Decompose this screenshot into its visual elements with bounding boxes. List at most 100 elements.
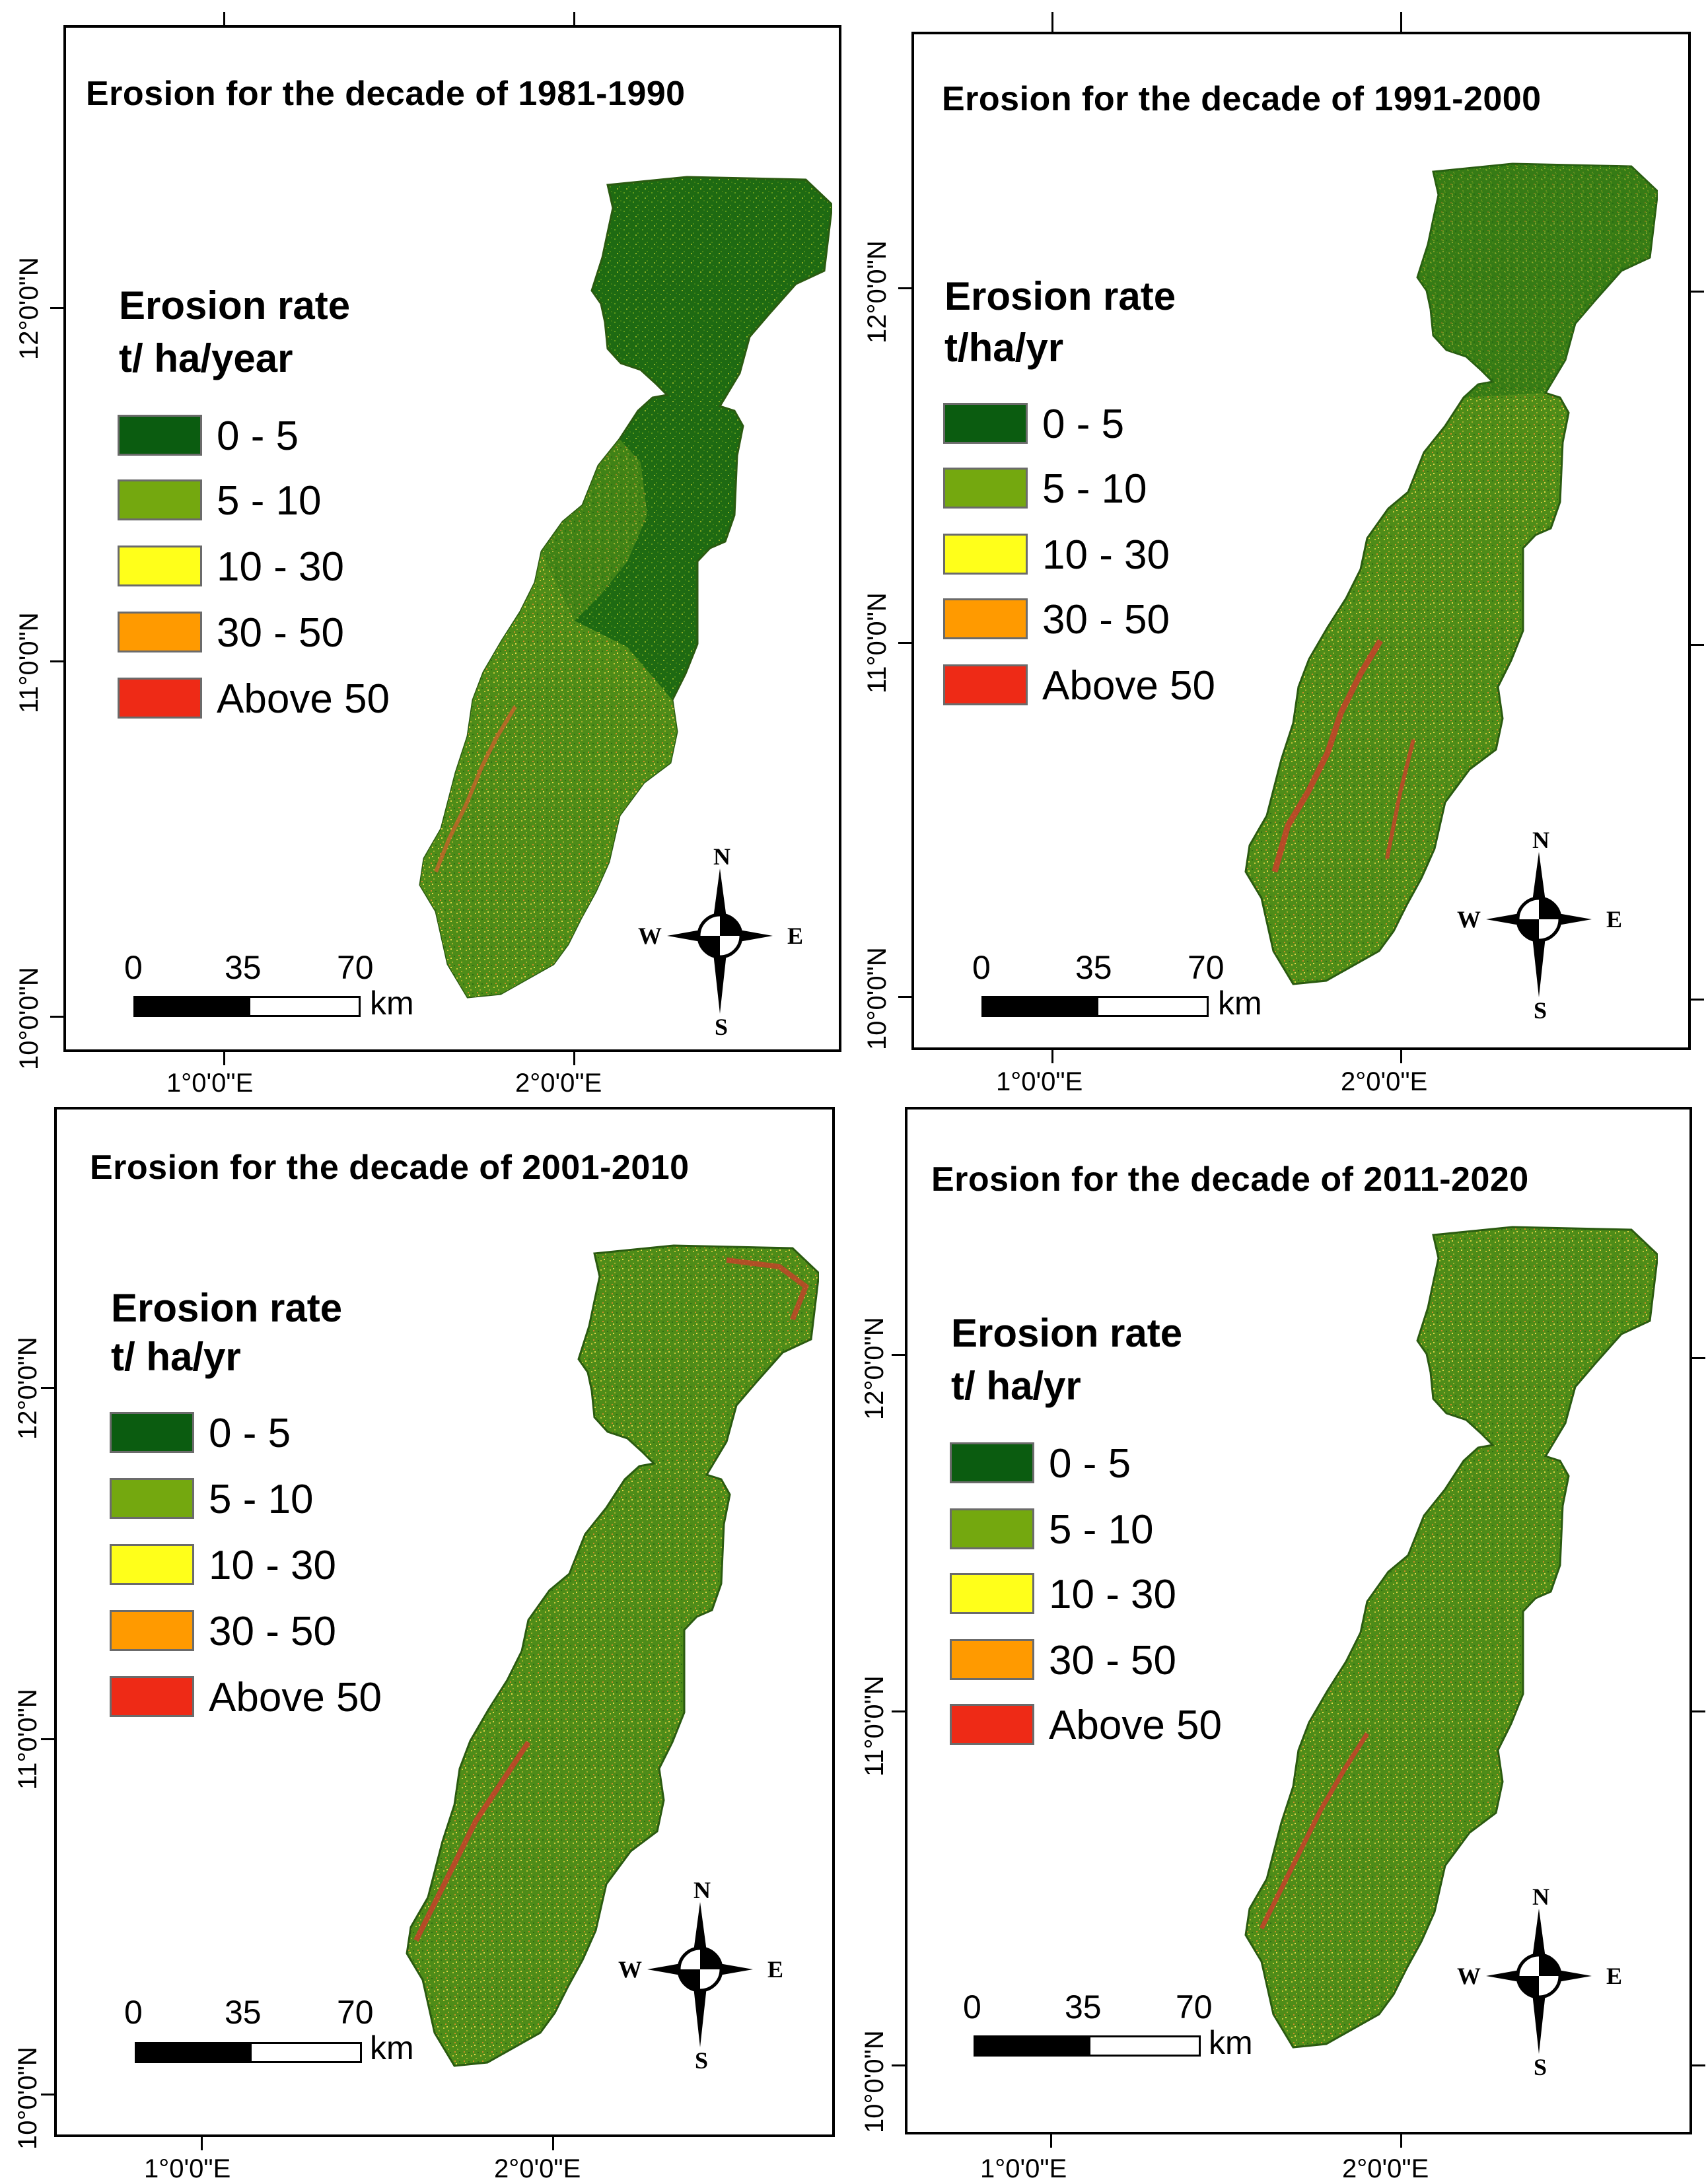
- legend-swatch: [110, 1676, 194, 1717]
- legend-label: 5 - 10: [209, 1477, 314, 1522]
- axis-tick: [41, 1738, 54, 1740]
- scale-bar-segment: [250, 2042, 362, 2063]
- map-title: Erosion for the decade of 2011-2020: [931, 1160, 1529, 1199]
- legend-label: 30 - 50: [209, 1609, 337, 1654]
- axis-tick: [1400, 12, 1402, 32]
- legend-swatch: [110, 1544, 194, 1585]
- scale-bar-segment: [1096, 996, 1209, 1017]
- axis-tick: [1050, 2134, 1052, 2148]
- scale-bar-segment: [135, 2042, 251, 2063]
- map-title: Erosion for the decade of 1981-1990: [86, 75, 686, 113]
- latitude-label: 10°0'0"N: [13, 2047, 42, 2150]
- legend-title: Erosion rate: [111, 1286, 343, 1330]
- axis-tick: [41, 2094, 54, 2096]
- legend-subtitle: t/ ha/yr: [951, 1364, 1081, 1408]
- map-title: Erosion for the decade of 1991-2000: [942, 80, 1542, 118]
- legend-label: 0 - 5: [1042, 402, 1125, 447]
- legend-label: Above 50: [209, 1675, 382, 1720]
- legend-label: 30 - 50: [217, 610, 345, 656]
- compass-n: N: [713, 843, 730, 870]
- north-arrow-icon: N S W E: [1457, 1884, 1622, 2080]
- axis-tick: [1691, 644, 1704, 646]
- legend-swatch: [950, 1704, 1034, 1745]
- legend-swatch: [950, 1508, 1034, 1549]
- axis-tick: [223, 1052, 225, 1065]
- compass-s: S: [1534, 997, 1547, 1024]
- map-panel-1991-2000: Erosion for the decade of 1991-2000 Eros…: [852, 0, 1706, 1096]
- legend-swatch: [110, 1412, 194, 1453]
- axis-tick: [1692, 1357, 1705, 1359]
- axis-tick: [552, 2137, 554, 2150]
- legend-swatch: [943, 403, 1028, 444]
- longitude-label: 1°0'0"E: [166, 1069, 254, 1098]
- scale-tick-label: 0: [963, 1989, 981, 2025]
- scale-bar-segment: [974, 2035, 1090, 2057]
- compass-e: E: [767, 1956, 783, 1983]
- legend-title: Erosion rate: [951, 1311, 1183, 1355]
- latitude-label: 11°0'0"N: [860, 1675, 889, 1777]
- compass-n: N: [1532, 1884, 1549, 1910]
- axis-tick: [50, 660, 63, 662]
- axis-tick: [1691, 999, 1704, 1001]
- legend-title: Erosion rate: [119, 283, 351, 328]
- longitude-label: 2°0'0"E: [1342, 2154, 1429, 2183]
- compass-e: E: [787, 923, 803, 949]
- legend-swatch: [943, 468, 1028, 509]
- latitude-label: 11°0'0"N: [15, 612, 44, 713]
- scale-tick-label: 70: [1176, 1989, 1213, 2025]
- legend-swatch: [118, 415, 202, 456]
- axis-tick: [1692, 1710, 1705, 1712]
- legend-label: 5 - 10: [1049, 1507, 1154, 1553]
- scale-bar-segment: [981, 996, 1098, 1017]
- latitude-label: 12°0'0"N: [15, 257, 44, 360]
- map-panel-1981-1990: Erosion for the decade of 1981-1990 Eros…: [0, 0, 852, 1098]
- legend-swatch: [950, 1573, 1034, 1614]
- longitude-label: 1°0'0"E: [996, 1067, 1083, 1096]
- basin-erosion-map: [1244, 1226, 1658, 2049]
- legend-swatch: [118, 479, 202, 520]
- legend-label: 0 - 5: [209, 1411, 291, 1456]
- legend-swatch: [943, 534, 1028, 575]
- longitude-label: 2°0'0"E: [1341, 1067, 1428, 1096]
- latitude-label: 12°0'0"N: [860, 1317, 889, 1420]
- legend-label: Above 50: [1049, 1703, 1222, 1748]
- axis-tick: [573, 12, 575, 25]
- north-arrow-icon: N S W E: [1457, 827, 1622, 1024]
- latitude-label: 10°0'0"N: [15, 967, 44, 1070]
- legend-title: Erosion rate: [944, 274, 1176, 318]
- axis-tick: [1400, 1050, 1402, 1063]
- latitude-label: 10°0'0"N: [860, 2030, 889, 2133]
- legend-subtitle: t/ha/yr: [944, 326, 1064, 370]
- scale-tick-label: 35: [1075, 949, 1112, 986]
- legend-swatch: [950, 1442, 1034, 1483]
- axis-tick: [41, 1387, 54, 1389]
- latitude-label: 10°0'0"N: [863, 947, 892, 1050]
- compass-s: S: [1534, 2054, 1547, 2080]
- map-panel-2011-2020: Erosion for the decade of 2011-2020 Eros…: [852, 1090, 1706, 2183]
- scale-tick-label: 0: [124, 1994, 143, 2031]
- basin-erosion-map: [406, 1244, 819, 2067]
- legend-subtitle: t/ ha/year: [119, 336, 293, 380]
- axis-tick: [1400, 2134, 1402, 2148]
- compass-e: E: [1606, 1963, 1622, 1989]
- scale-unit: km: [370, 2029, 414, 2066]
- axis-tick: [223, 12, 225, 25]
- scale-tick-label: 0: [124, 949, 143, 986]
- axis-tick: [898, 287, 911, 289]
- legend-swatch: [943, 598, 1028, 639]
- legend-label: 10 - 30: [209, 1543, 337, 1588]
- axis-tick: [1051, 12, 1053, 32]
- latitude-label: 11°0'0"N: [863, 592, 892, 693]
- scale-tick-label: 35: [225, 1994, 262, 2031]
- scale-tick-label: 0: [972, 949, 991, 986]
- legend-swatch: [118, 678, 202, 719]
- compass-w: W: [638, 923, 662, 949]
- latitude-label: 12°0'0"N: [863, 240, 892, 343]
- axis-tick: [50, 307, 63, 309]
- axis-tick: [892, 2064, 905, 2066]
- scale-bar-segment: [248, 996, 361, 1017]
- map-panel-2001-2010: Erosion for the decade of 2001-2010 Eros…: [0, 1090, 852, 2183]
- compass-w: W: [1457, 906, 1481, 933]
- scale-unit: km: [370, 985, 414, 1022]
- legend-label: Above 50: [1042, 663, 1215, 709]
